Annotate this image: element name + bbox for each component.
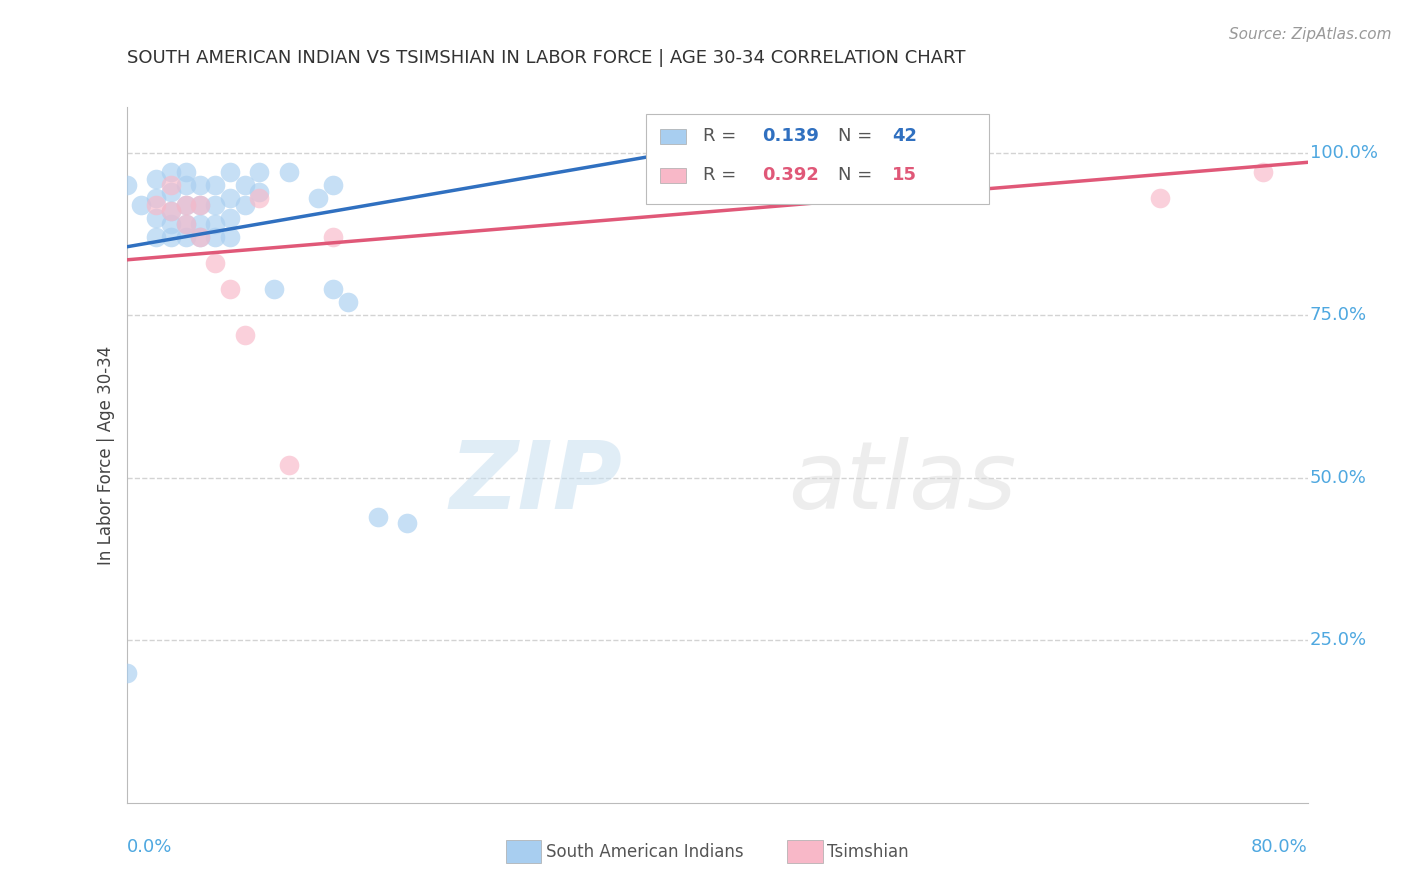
Point: [129, 197, 153, 211]
Point: [188, 230, 211, 244]
Point: [366, 509, 388, 524]
Point: [188, 230, 211, 244]
Point: [188, 178, 211, 192]
Point: [1149, 191, 1171, 205]
Point: [219, 230, 242, 244]
Point: [145, 191, 167, 205]
Point: [1251, 165, 1274, 179]
Point: [159, 185, 183, 199]
Point: [247, 165, 270, 179]
Point: [661, 159, 683, 173]
Point: [219, 211, 242, 225]
Text: Source: ZipAtlas.com: Source: ZipAtlas.com: [1229, 27, 1392, 42]
Text: Tsimshian: Tsimshian: [827, 843, 908, 861]
Point: [322, 282, 344, 296]
Point: [337, 295, 360, 310]
Point: [219, 191, 242, 205]
Point: [263, 282, 285, 296]
Point: [233, 197, 256, 211]
Point: [115, 178, 138, 192]
Text: 100.0%: 100.0%: [1310, 144, 1378, 161]
Point: [174, 230, 197, 244]
Text: ZIP: ZIP: [450, 437, 623, 529]
Point: [115, 665, 138, 680]
Point: [159, 178, 183, 192]
Point: [233, 327, 256, 342]
Point: [174, 165, 197, 179]
Point: [233, 178, 256, 192]
Point: [145, 230, 167, 244]
Text: N =: N =: [838, 128, 877, 145]
Text: 0.0%: 0.0%: [127, 838, 172, 856]
Point: [204, 230, 226, 244]
Point: [159, 230, 183, 244]
Point: [159, 165, 183, 179]
Text: 0.139: 0.139: [762, 128, 818, 145]
Point: [174, 197, 197, 211]
Point: [307, 191, 329, 205]
Point: [396, 516, 419, 531]
Text: N =: N =: [838, 166, 877, 185]
Point: [219, 165, 242, 179]
Point: [174, 217, 197, 231]
Text: 42: 42: [891, 128, 917, 145]
Text: 50.0%: 50.0%: [1310, 468, 1367, 487]
Point: [188, 217, 211, 231]
Point: [278, 458, 301, 472]
Text: South American Indians: South American Indians: [546, 843, 744, 861]
Bar: [661, 168, 686, 183]
Point: [174, 178, 197, 192]
Point: [322, 230, 344, 244]
Point: [188, 197, 211, 211]
Bar: [506, 840, 541, 863]
Bar: [647, 114, 988, 204]
Point: [174, 197, 197, 211]
Y-axis label: In Labor Force | Age 30-34: In Labor Force | Age 30-34: [97, 345, 115, 565]
Point: [278, 165, 301, 179]
Point: [145, 197, 167, 211]
Text: 15: 15: [891, 166, 917, 185]
Point: [159, 204, 183, 219]
Text: 80.0%: 80.0%: [1251, 838, 1308, 856]
Point: [188, 197, 211, 211]
Point: [159, 204, 183, 219]
Point: [159, 217, 183, 231]
Bar: [787, 840, 823, 863]
Text: SOUTH AMERICAN INDIAN VS TSIMSHIAN IN LABOR FORCE | AGE 30-34 CORRELATION CHART: SOUTH AMERICAN INDIAN VS TSIMSHIAN IN LA…: [127, 49, 965, 67]
Text: 75.0%: 75.0%: [1310, 306, 1367, 324]
Point: [204, 197, 226, 211]
Point: [219, 282, 242, 296]
Point: [247, 185, 270, 199]
Point: [174, 217, 197, 231]
Bar: [661, 128, 686, 144]
Text: atlas: atlas: [787, 437, 1017, 528]
Point: [204, 178, 226, 192]
Point: [145, 211, 167, 225]
Point: [247, 191, 270, 205]
Text: 0.392: 0.392: [762, 166, 818, 185]
Text: 25.0%: 25.0%: [1310, 632, 1367, 649]
Text: R =: R =: [703, 166, 742, 185]
Point: [204, 217, 226, 231]
Point: [145, 171, 167, 186]
Point: [204, 256, 226, 270]
Text: R =: R =: [703, 128, 742, 145]
Point: [322, 178, 344, 192]
